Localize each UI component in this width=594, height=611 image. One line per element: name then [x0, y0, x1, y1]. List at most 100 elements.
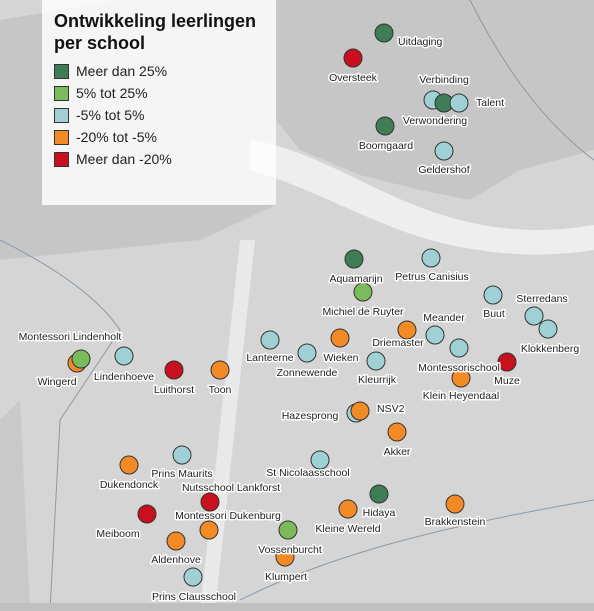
school-marker: [449, 338, 469, 358]
school-marker: [199, 520, 219, 540]
school-label: Muze: [494, 375, 520, 387]
legend-label: 5% tot 25%: [76, 85, 148, 101]
school-marker: [353, 282, 373, 302]
school-label: Montessori Lindenholt: [19, 331, 122, 343]
school-label: Talent: [476, 97, 504, 109]
legend-swatch: [54, 151, 69, 167]
map-title: Ontwikkeling leerlingen per school: [54, 11, 257, 53]
school-marker: [297, 343, 317, 363]
school-label: Verbinding: [419, 74, 469, 86]
school-label: Prins Maurits: [151, 468, 212, 480]
school-label: Wingerd: [37, 376, 76, 388]
land-edge: [0, 400, 30, 611]
legend-swatch: [54, 107, 69, 123]
school-label: Geldershof: [418, 164, 469, 176]
school-marker: [397, 320, 417, 340]
school-label: Montessorischool: [418, 362, 500, 374]
school-marker: [278, 520, 298, 540]
school-marker: [183, 567, 203, 587]
legend-swatch: [54, 129, 69, 145]
school-label: Sterredans: [516, 293, 567, 305]
river: [250, 140, 594, 255]
school-marker: [524, 306, 544, 326]
school-label: Meiboom: [96, 528, 139, 540]
boundary: [0, 239, 121, 611]
school-marker: [497, 352, 517, 372]
legend-item: -20% tot -5%: [54, 126, 264, 148]
legend-item: -5% tot 5%: [54, 104, 264, 126]
legend-item: Meer dan -20%: [54, 148, 264, 170]
school-label: Boomgaard: [359, 140, 413, 152]
legend: Ontwikkeling leerlingen per school Meer …: [42, 0, 276, 205]
school-marker: [387, 422, 407, 442]
school-marker: [445, 494, 465, 514]
school-marker: [344, 249, 364, 269]
school-label: Buut: [483, 308, 505, 320]
school-label: Aquamarijn: [329, 273, 382, 285]
school-marker: [451, 368, 471, 388]
school-label: Aldenhove: [151, 554, 201, 566]
legend-items: Meer dan 25% 5% tot 25% -5% tot 5% -20% tot…: [54, 60, 264, 170]
school-marker: [538, 319, 558, 339]
legend-label: Meer dan -20%: [76, 151, 172, 167]
school-label: Driemaster: [372, 337, 424, 349]
school-marker: [310, 450, 330, 470]
school-marker: [166, 531, 186, 551]
school-label: Klumpert: [265, 571, 307, 583]
school-marker: [350, 401, 370, 421]
school-marker: [374, 23, 394, 43]
school-label: Verwondering: [403, 115, 467, 127]
road: [200, 240, 255, 611]
school-marker: [164, 360, 184, 380]
school-label: Toon: [209, 384, 232, 396]
school-marker: [369, 484, 389, 504]
school-label: Meander: [423, 312, 465, 324]
school-marker: [172, 445, 192, 465]
school-marker: [210, 360, 230, 380]
school-label: Klein Heyendaal: [423, 390, 499, 402]
school-marker: [434, 141, 454, 161]
bottom-strip: [0, 603, 594, 611]
school-marker: [114, 346, 134, 366]
school-label: Michiel de Ruyter: [322, 306, 404, 318]
school-label: Petrus Canisius: [395, 271, 469, 283]
school-label: NSV2: [377, 403, 405, 415]
school-marker: [71, 349, 91, 369]
school-marker: [330, 328, 350, 348]
school-marker: [449, 93, 469, 113]
school-marker: [375, 116, 395, 136]
school-marker: [366, 351, 386, 371]
school-label: Montessori Dukenburg: [175, 510, 281, 522]
legend-swatch: [54, 85, 69, 101]
school-label: Luithorst: [154, 384, 194, 396]
school-label: Klokkenberg: [521, 343, 580, 355]
boundary: [239, 499, 594, 601]
school-label: Nutsschool Lankforst: [182, 482, 280, 494]
school-marker: [200, 492, 220, 512]
school-label: Vossenburcht: [258, 544, 322, 556]
school-marker: [119, 455, 139, 475]
legend-swatch: [54, 63, 69, 79]
school-label: Akker: [384, 446, 411, 458]
school-label: Dukendonck: [100, 479, 159, 491]
school-marker: [421, 248, 441, 268]
school-marker: [275, 547, 295, 567]
school-label: Uitdaging: [398, 36, 443, 48]
school-marker: [338, 499, 358, 519]
school-label: Brakkenstein: [425, 516, 486, 528]
legend-label: -20% tot -5%: [76, 129, 157, 145]
school-marker: [260, 330, 280, 350]
school-label: Hidaya: [363, 507, 396, 519]
school-label: Wieken: [323, 352, 358, 364]
school-label: Lanteerne: [246, 352, 293, 364]
school-label: Lindenhoeve: [94, 371, 154, 383]
legend-label: Meer dan 25%: [76, 63, 168, 79]
school-marker: [137, 504, 157, 524]
school-label: Zonnewende: [277, 367, 338, 379]
legend-item: Meer dan 25%: [54, 60, 264, 82]
school-label: Kleine Wereld: [315, 523, 380, 535]
school-marker: [425, 325, 445, 345]
school-label: Oversteek: [329, 72, 378, 84]
